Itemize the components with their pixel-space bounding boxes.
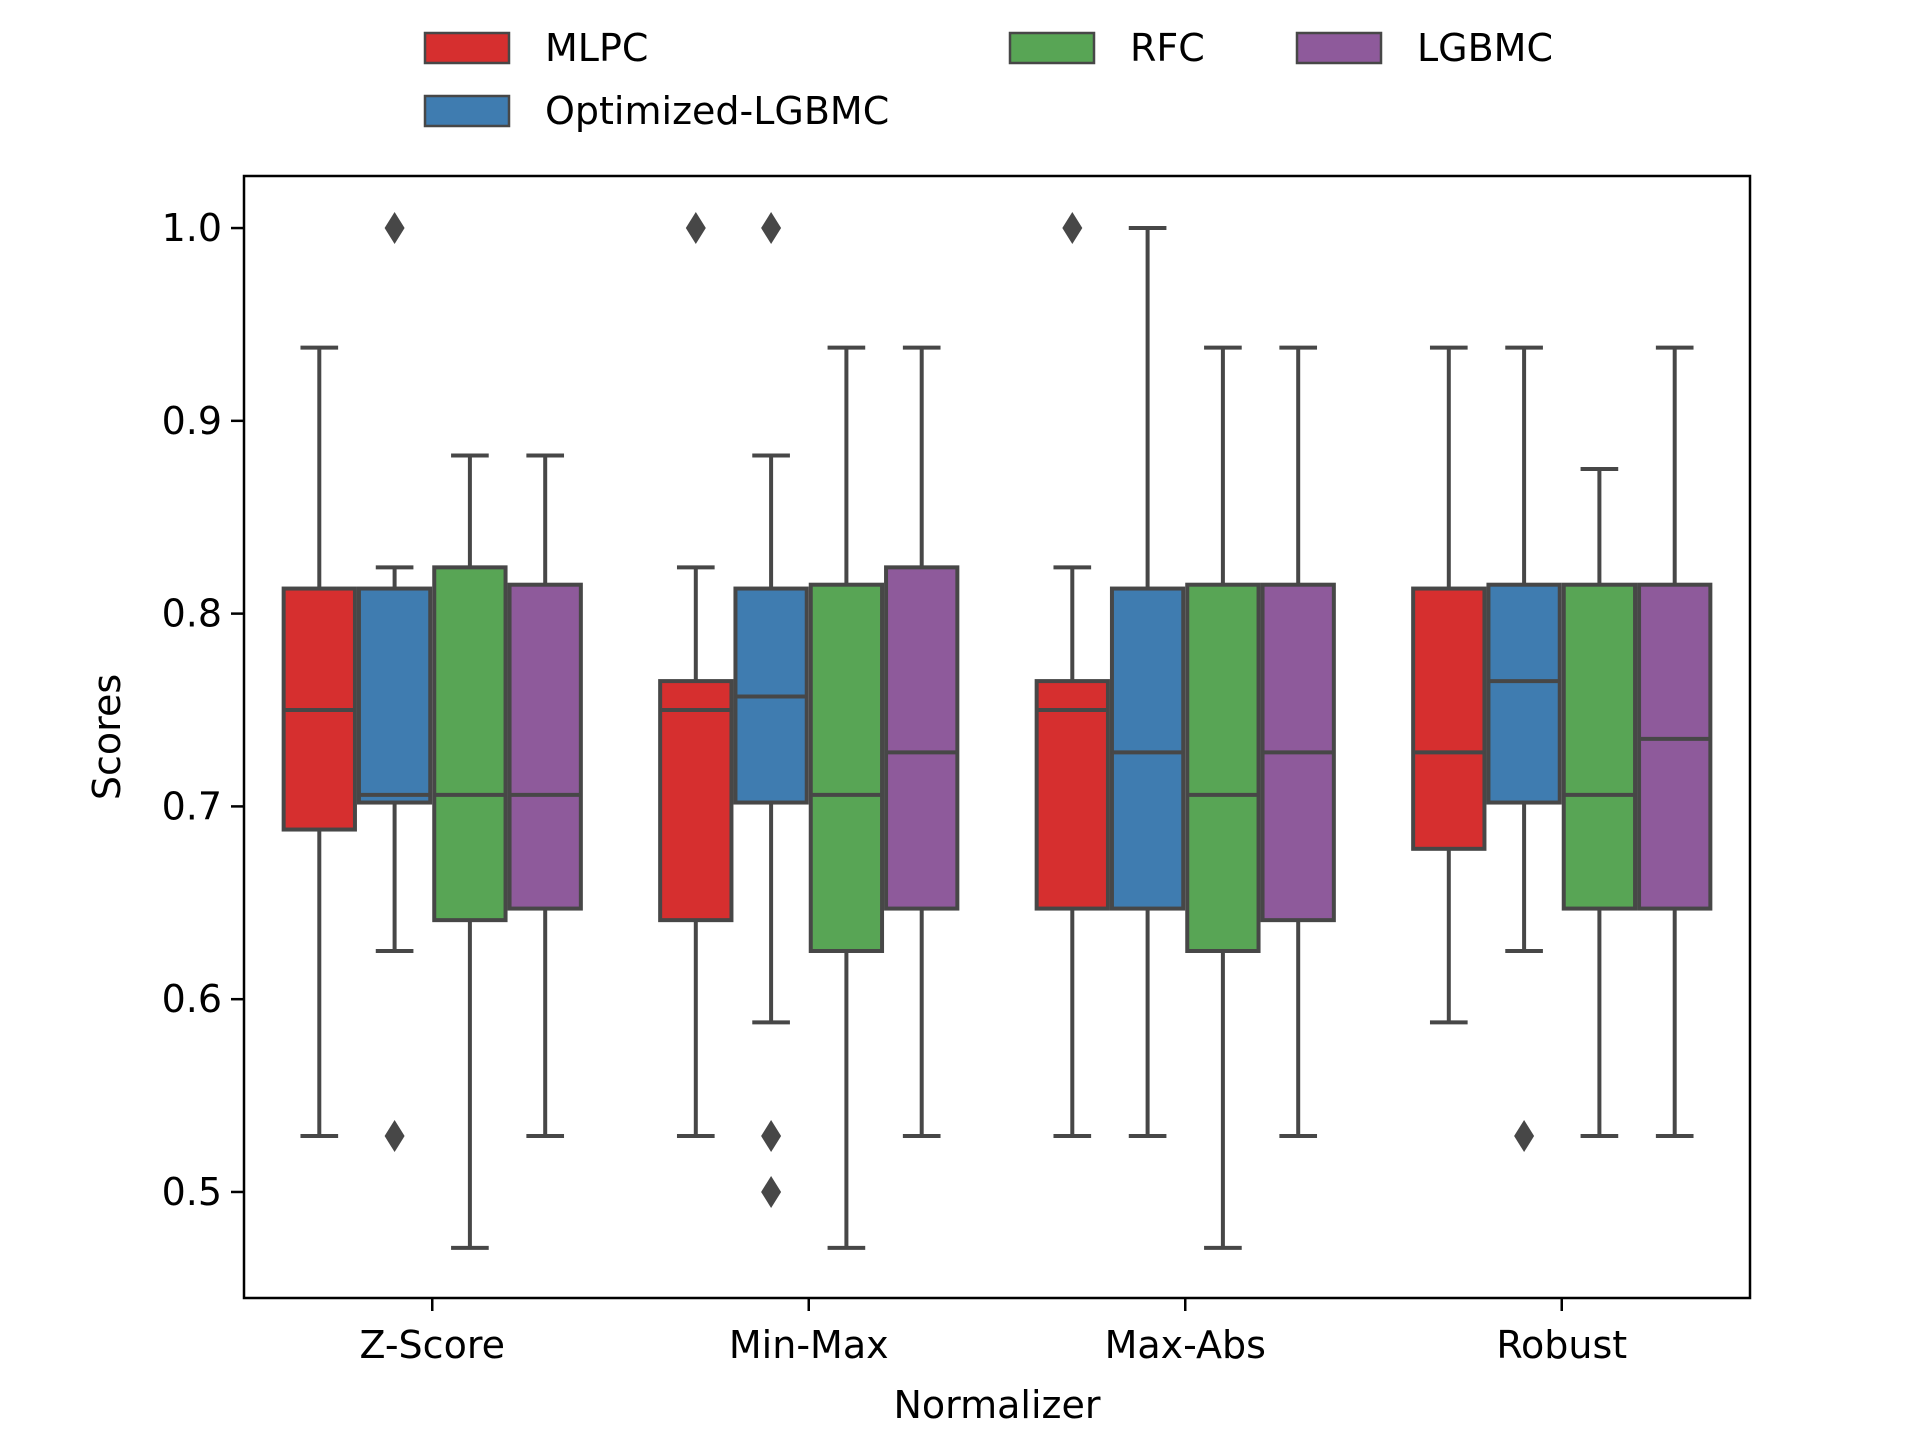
iqr-box — [1185, 582, 1261, 953]
box-3-2 — [1561, 467, 1638, 1139]
y-axis-label: Scores — [85, 674, 129, 800]
iqr-box — [1561, 582, 1638, 911]
iqr-box — [1411, 586, 1487, 851]
outlier-point — [761, 1175, 782, 1208]
iqr-box — [432, 565, 508, 923]
legend-item: MLPC — [423, 26, 648, 70]
legend-swatch — [423, 31, 511, 65]
y-tick-label: 0.6 — [162, 977, 222, 1021]
x-tick-label: Max-Abs — [1105, 1323, 1266, 1367]
box-3-3 — [1637, 345, 1713, 1139]
x-axis: Z-Score Min-Max Max-Abs Robust — [359, 1298, 1627, 1367]
box-3-1 — [1486, 345, 1562, 1153]
box-0-0 — [281, 345, 357, 1139]
y-tick-label: 0.7 — [162, 784, 222, 828]
iqr-box — [507, 582, 583, 911]
box-2-1 — [1109, 226, 1186, 1139]
outlier-point — [761, 1120, 782, 1153]
y-tick-label: 0.9 — [162, 399, 222, 443]
iqr-box — [884, 565, 960, 911]
box-1-3 — [884, 345, 960, 1139]
legend-swatch — [1295, 31, 1383, 65]
plot-frame — [242, 174, 1752, 1300]
box-0-3 — [507, 453, 583, 1139]
x-tick-label: Z-Score — [359, 1323, 505, 1367]
outlier-point — [761, 212, 782, 245]
outlier-point — [384, 1120, 405, 1153]
box-0-2 — [432, 453, 508, 1250]
legend-swatch — [423, 94, 511, 128]
legend-swatch — [1008, 31, 1096, 65]
legend-label: RFC — [1130, 26, 1205, 70]
outlier-point — [384, 212, 405, 245]
iqr-box — [658, 679, 734, 923]
box-3-0 — [1411, 345, 1487, 1025]
iqr-box — [1637, 582, 1713, 911]
legend-item: LGBMC — [1295, 26, 1553, 70]
legend-label: MLPC — [545, 26, 648, 70]
y-tick-label: 0.8 — [162, 592, 222, 636]
legend-item: Optimized-LGBMC — [423, 89, 889, 133]
plot-marks — [281, 212, 1713, 1250]
box-2-2 — [1185, 345, 1261, 1250]
y-axis: 0.5 0.6 0.7 0.8 0.9 1.0 — [162, 206, 244, 1214]
box-0-1 — [356, 212, 433, 1153]
x-tick-label: Min-Max — [729, 1323, 889, 1367]
legend-label: LGBMC — [1417, 26, 1553, 70]
outlier-point — [1514, 1120, 1535, 1153]
legend: MLPC Optimized-LGBMC RFC LGBMC — [423, 26, 1553, 133]
box-1-0 — [658, 212, 734, 1139]
outlier-point — [1062, 212, 1083, 245]
box-2-3 — [1260, 345, 1336, 1139]
iqr-box — [1034, 679, 1110, 911]
legend-item: RFC — [1008, 26, 1205, 70]
iqr-box — [808, 582, 885, 953]
iqr-box — [1109, 586, 1186, 911]
x-axis-label: Normalizer — [894, 1383, 1101, 1427]
outlier-point — [685, 212, 706, 245]
y-tick-label: 1.0 — [162, 206, 222, 250]
box-1-2 — [808, 345, 885, 1250]
iqr-box — [1486, 582, 1562, 805]
x-tick-label: Robust — [1496, 1323, 1627, 1367]
box-2-0 — [1034, 212, 1110, 1139]
box-1-1 — [733, 212, 809, 1208]
legend-label: Optimized-LGBMC — [545, 89, 889, 133]
iqr-box — [356, 586, 433, 805]
y-tick-label: 0.5 — [162, 1170, 222, 1214]
